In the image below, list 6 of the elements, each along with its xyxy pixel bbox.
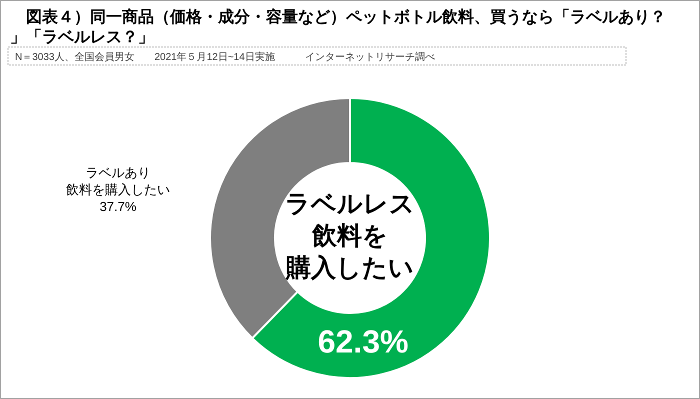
data-label: 37.7% [100,199,137,214]
slice-label: ラベルレス飲料を購入したい [285,190,415,282]
slice-label: ラベルあり飲料を購入したい [66,165,170,197]
chart-title: 図表４）同一商品（価格・成分・容量など）ペットボトル飲料、買うなら「ラベルあり？」「ラベルレス？」 [10,7,666,46]
data-label: 62.3% [318,323,408,360]
chart-subtitle: N＝3033人、全国会員男女 2021年５月12日~14日実施 インターネットリサーチ調べ [15,51,435,63]
